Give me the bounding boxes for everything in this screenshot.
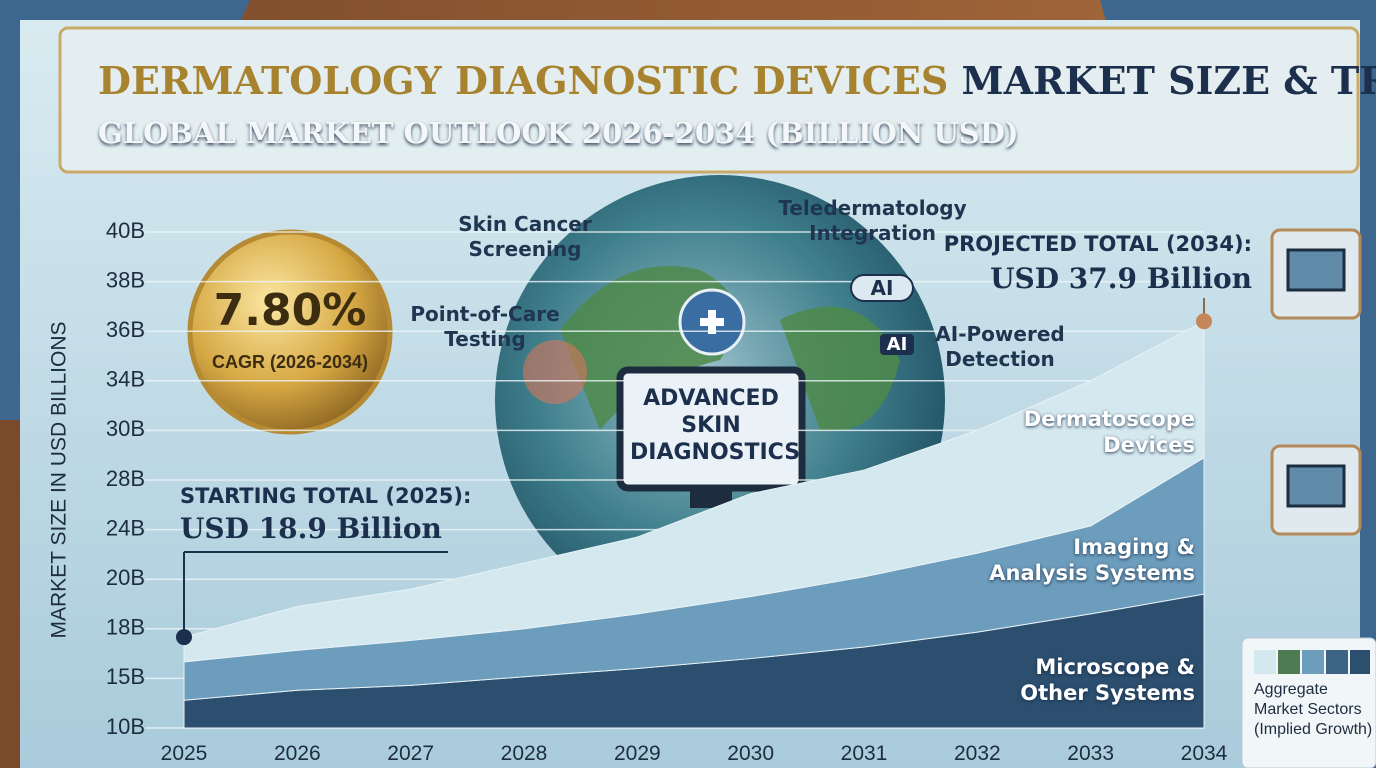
y-tick-label: 20B [106,565,145,590]
chart-title: DERMATOLOGY DIAGNOSTIC DEVICES [98,58,949,103]
x-tick-label: 2027 [387,742,434,765]
x-tick-label: 2025 [161,742,208,765]
monitor-stand [690,488,732,508]
area [183,320,1205,663]
cagr-label: CAGR (2026-2034) [211,352,369,372]
legend-swatch [1326,650,1348,674]
callout: Teledermatology Integration [778,196,967,245]
series-label: Imaging & Analysis Systems [989,535,1195,586]
y-tick-label: 10B [106,714,145,739]
legend-swatch [1254,650,1276,674]
start-label: STARTING TOTAL (2025): [180,484,472,508]
callout: Skin Cancer Screening [458,212,592,261]
sidebar-screen [1286,464,1346,508]
x-tick-label: 2029 [614,742,661,765]
marker-dot [1196,313,1212,330]
y-tick-label: 28B [106,466,145,491]
x-tick-label: 2026 [274,742,321,765]
y-axis-label: MARKET SIZE IN USD BILLIONS [48,321,71,638]
continent [780,306,900,432]
sidebar-screen [1286,248,1346,292]
y-tick-label: 40B [106,218,145,243]
legend-title: Aggregate Market Sectors (Implied Growth… [1254,681,1373,738]
projected-value: USD 37.9 Billion [990,262,1252,295]
series-label: Dermatoscope Devices [1023,407,1195,458]
title-panel [58,26,1360,174]
ai-chip: AI [880,334,914,355]
legend-swatch [1278,650,1300,674]
y-tick-label: 24B [106,515,145,540]
start-value: USD 18.9 Billion [180,512,442,545]
cagr-value: 7.80% [213,285,367,336]
center-label: ADVANCED SKIN DIAGNOSTICS [630,386,801,465]
ai-icon: AI [850,274,914,302]
x-tick-label: 2030 [727,742,774,765]
y-tick-label: 18B [106,615,145,640]
x-tick-label: 2032 [954,742,1001,765]
x-tick-label: 2031 [841,742,888,765]
subtitle: GLOBAL MARKET OUTLOOK 2026-2034 (BILLION… [98,116,1019,150]
x-tick-label: 2033 [1067,742,1114,765]
title-row: DERMATOLOGY DIAGNOSTIC DEVICES MARKET SI… [98,58,1376,103]
callout: AI-Powered Detection [935,322,1065,371]
y-tick-label: 34B [106,367,145,392]
y-tick-label: 36B [106,317,145,342]
chart-title-highlight: MARKET SIZE & TRENDS 2026 [961,58,1376,103]
legend-swatch [1350,650,1370,674]
legend-swatch [1302,650,1324,674]
cross [700,310,724,334]
x-tick-label: 2034 [1181,742,1228,765]
marker-dot [176,629,192,646]
series-label: Microscope & Other Systems [1020,655,1195,706]
plot-area: 10B 15B 18B 20B 24B 28B 30B 34B 36B 38B 40B 2025 202… [106,218,1228,765]
y-tick-label: 38B [106,267,145,292]
callout: Point-of-Care Testing [410,302,560,351]
x-tick-label: 2028 [501,742,548,765]
skin-spot [523,340,587,404]
projected-label: PROJECTED TOTAL (2034): [943,232,1252,256]
y-tick-label: 30B [106,416,145,441]
y-tick-label: 15B [106,664,145,689]
